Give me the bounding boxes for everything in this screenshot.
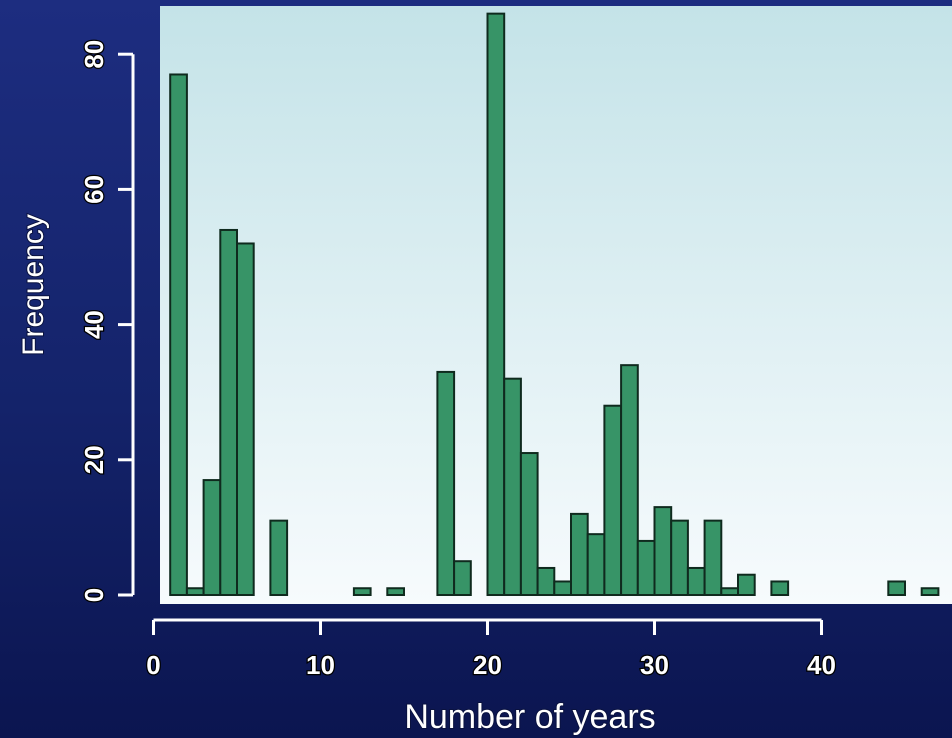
x-tick-label: 10 — [306, 650, 335, 680]
y-tick-label: 40 — [79, 310, 109, 339]
histogram-bar — [636, 539, 656, 596]
histogram-bar — [269, 519, 289, 597]
histogram-bar — [503, 377, 522, 596]
histogram-bar — [236, 242, 255, 596]
y-tick-label: 20 — [79, 445, 109, 474]
histogram-bar — [703, 519, 723, 597]
histogram-bar — [519, 452, 539, 597]
y-axis-title: Frequency — [17, 214, 50, 356]
x-axis: 0 10 20 30 40 — [145, 618, 837, 681]
histogram-bar — [570, 512, 589, 597]
histogram-bar — [536, 566, 556, 597]
histogram-bar — [486, 12, 506, 596]
x-tick-label: 30 — [640, 650, 669, 680]
histogram-bar — [185, 587, 205, 596]
histogram-bar — [653, 506, 673, 596]
y-tick-label: 0 — [79, 588, 109, 602]
histogram-bar — [219, 228, 239, 597]
histogram-bar — [169, 73, 188, 597]
histogram-bar — [620, 364, 639, 596]
histogram-bar — [737, 573, 756, 596]
x-tick-label: 40 — [807, 650, 836, 680]
histogram-bar — [202, 479, 222, 596]
histogram-bar — [436, 370, 456, 597]
y-tick-label: 60 — [79, 175, 109, 204]
x-axis-title: Number of years — [404, 698, 655, 736]
bars-group — [169, 12, 940, 597]
histogram-bar — [887, 580, 906, 596]
histogram-bar — [920, 587, 940, 596]
histogram-bar — [586, 533, 606, 596]
histogram-bar — [670, 519, 689, 597]
plot-panel — [160, 6, 952, 604]
y-tick-label: 80 — [79, 40, 109, 69]
x-tick-label: 0 — [146, 650, 160, 680]
histogram-bar — [553, 580, 572, 596]
histogram-bar — [720, 587, 739, 596]
histogram-bar — [386, 587, 405, 596]
histogram-bar — [352, 587, 372, 596]
histogram-bar — [603, 404, 623, 596]
histogram-bar — [686, 566, 706, 597]
y-axis: 0 20 40 60 80 — [78, 38, 135, 603]
histogram-bar — [770, 580, 790, 596]
x-tick-label: 20 — [473, 650, 502, 680]
histogram-bar — [453, 560, 472, 597]
